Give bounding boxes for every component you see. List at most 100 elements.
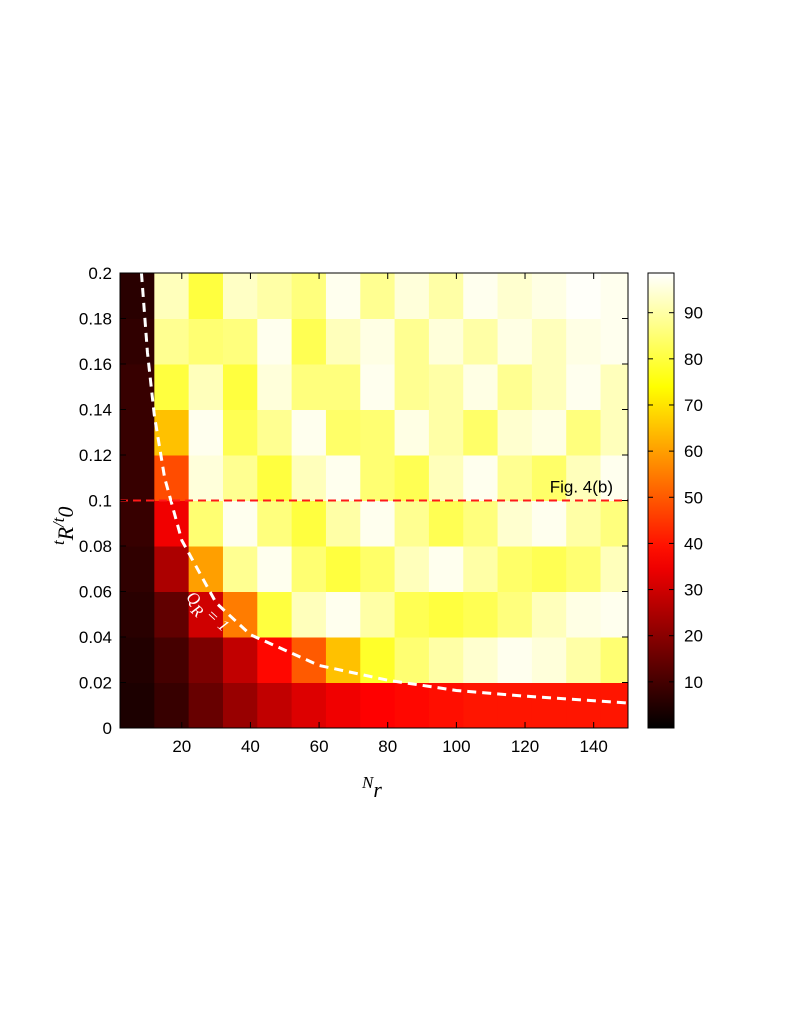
- y-axis-label-part: 0: [54, 507, 78, 518]
- heatmap-cell: [360, 500, 396, 547]
- heatmap-cell: [394, 546, 430, 592]
- heatmap-cell: [428, 500, 464, 547]
- heatmap-cell: [291, 682, 327, 728]
- heatmap-cell: [325, 591, 361, 638]
- x-tick-label: 80: [378, 737, 397, 756]
- heatmap-cell: [566, 364, 602, 410]
- x-axis-label-part: N: [361, 773, 375, 792]
- x-tick-label: 40: [241, 737, 260, 756]
- heatmap-cell: [497, 682, 533, 728]
- heatmap-cell: [600, 546, 628, 592]
- heatmap-cell: [188, 455, 224, 501]
- heatmap-cell: [325, 318, 361, 365]
- heatmap-cell: [188, 318, 224, 365]
- heatmap-cell: [222, 682, 258, 728]
- heatmap-cell: [257, 546, 293, 592]
- heatmap: [120, 273, 628, 728]
- y-tick-label: 0.2: [88, 264, 112, 283]
- colorbar-tick-label: 50: [684, 488, 703, 507]
- y-axis-label-part: /t: [49, 516, 68, 528]
- heatmap-cell: [463, 455, 499, 501]
- heatmap-cell: [188, 273, 224, 319]
- heatmap-cell: [531, 546, 567, 592]
- colorbar-tick-label: 30: [684, 581, 703, 600]
- heatmap-cell: [531, 364, 567, 410]
- x-tick-label: 140: [579, 737, 607, 756]
- y-tick-label: 0.08: [79, 537, 112, 556]
- heatmap-cell: [463, 273, 499, 319]
- x-tick-label: 20: [172, 737, 191, 756]
- heatmap-cell: [531, 682, 567, 728]
- heatmap-cell: [120, 455, 155, 501]
- heatmap-cell: [428, 546, 464, 592]
- heatmap-cell: [600, 364, 628, 410]
- heatmap-cell: [428, 273, 464, 319]
- heatmap-cell: [325, 637, 361, 683]
- heatmap-cell: [257, 455, 293, 501]
- heatmap-cell: [428, 364, 464, 410]
- heatmap-cell: [531, 455, 567, 501]
- heatmap-cell: [188, 591, 224, 638]
- heatmap-cell: [394, 318, 430, 365]
- heatmap-cell: [531, 637, 567, 683]
- heatmap-cell: [360, 591, 396, 638]
- heatmap-cell: [222, 409, 258, 456]
- heatmap-cell: [463, 546, 499, 592]
- heatmap-cell: [394, 682, 430, 728]
- heatmap-cell: [463, 409, 499, 456]
- heatmap-cell: [120, 409, 155, 456]
- heatmap-cell: [600, 318, 628, 365]
- heatmap-cell: [154, 455, 190, 501]
- heatmap-cell: [291, 409, 327, 456]
- heatmap-cell: [360, 455, 396, 501]
- heatmap-cell: [154, 318, 190, 365]
- heatmap-cell: [497, 591, 533, 638]
- heatmap-cell: [325, 546, 361, 592]
- heatmap-cell: [600, 455, 628, 501]
- x-tick-label: 60: [310, 737, 329, 756]
- heatmap-cell: [325, 500, 361, 547]
- y-tick-label: 0.14: [79, 401, 112, 420]
- heatmap-cell: [497, 273, 533, 319]
- heatmap-cell: [497, 318, 533, 365]
- heatmap-cell: [600, 500, 628, 547]
- y-tick-label: 0.04: [79, 628, 112, 647]
- heatmap-cell: [463, 591, 499, 638]
- y-axis-label: tR/t0: [49, 507, 78, 545]
- heatmap-cell: [497, 500, 533, 547]
- heatmap-cell: [428, 591, 464, 638]
- heatmap-cell: [120, 500, 155, 547]
- heatmap-cell: [566, 591, 602, 638]
- heatmap-cell: [222, 546, 258, 592]
- heatmap-cell: [394, 364, 430, 410]
- heatmap-cell: [600, 682, 628, 728]
- heatmap-cell: [154, 409, 190, 456]
- heatmap-cell: [188, 364, 224, 410]
- heatmap-cell: [497, 637, 533, 683]
- heatmap-cell: [566, 409, 602, 456]
- heatmap-cell: [222, 364, 258, 410]
- colorbar-tick-label: 20: [684, 627, 703, 646]
- x-tick-label: 100: [442, 737, 470, 756]
- y-tick-label: 0.02: [79, 674, 112, 693]
- heatmap-cell: [222, 637, 258, 683]
- heatmap-cell: [120, 591, 155, 638]
- heatmap-cell: [325, 455, 361, 501]
- heatmap-cell: [463, 364, 499, 410]
- y-tick-label: 0.1: [88, 492, 112, 511]
- heatmap-cell: [257, 409, 293, 456]
- heatmap-cell: [154, 637, 190, 683]
- reference-label: Fig. 4(b): [550, 478, 613, 497]
- heatmap-cell: [154, 546, 190, 592]
- heatmap-cell: [531, 500, 567, 547]
- heatmap-cell: [291, 273, 327, 319]
- colorbar-tick-label: 90: [684, 304, 703, 323]
- heatmap-cell: [531, 591, 567, 638]
- heatmap-cell: [463, 682, 499, 728]
- heatmap-cell: [394, 591, 430, 638]
- heatmap-cell: [394, 500, 430, 547]
- heatmap-cell: [497, 546, 533, 592]
- heatmap-cell: [566, 546, 602, 592]
- heatmap-cell: [566, 318, 602, 365]
- heatmap-cell: [394, 409, 430, 456]
